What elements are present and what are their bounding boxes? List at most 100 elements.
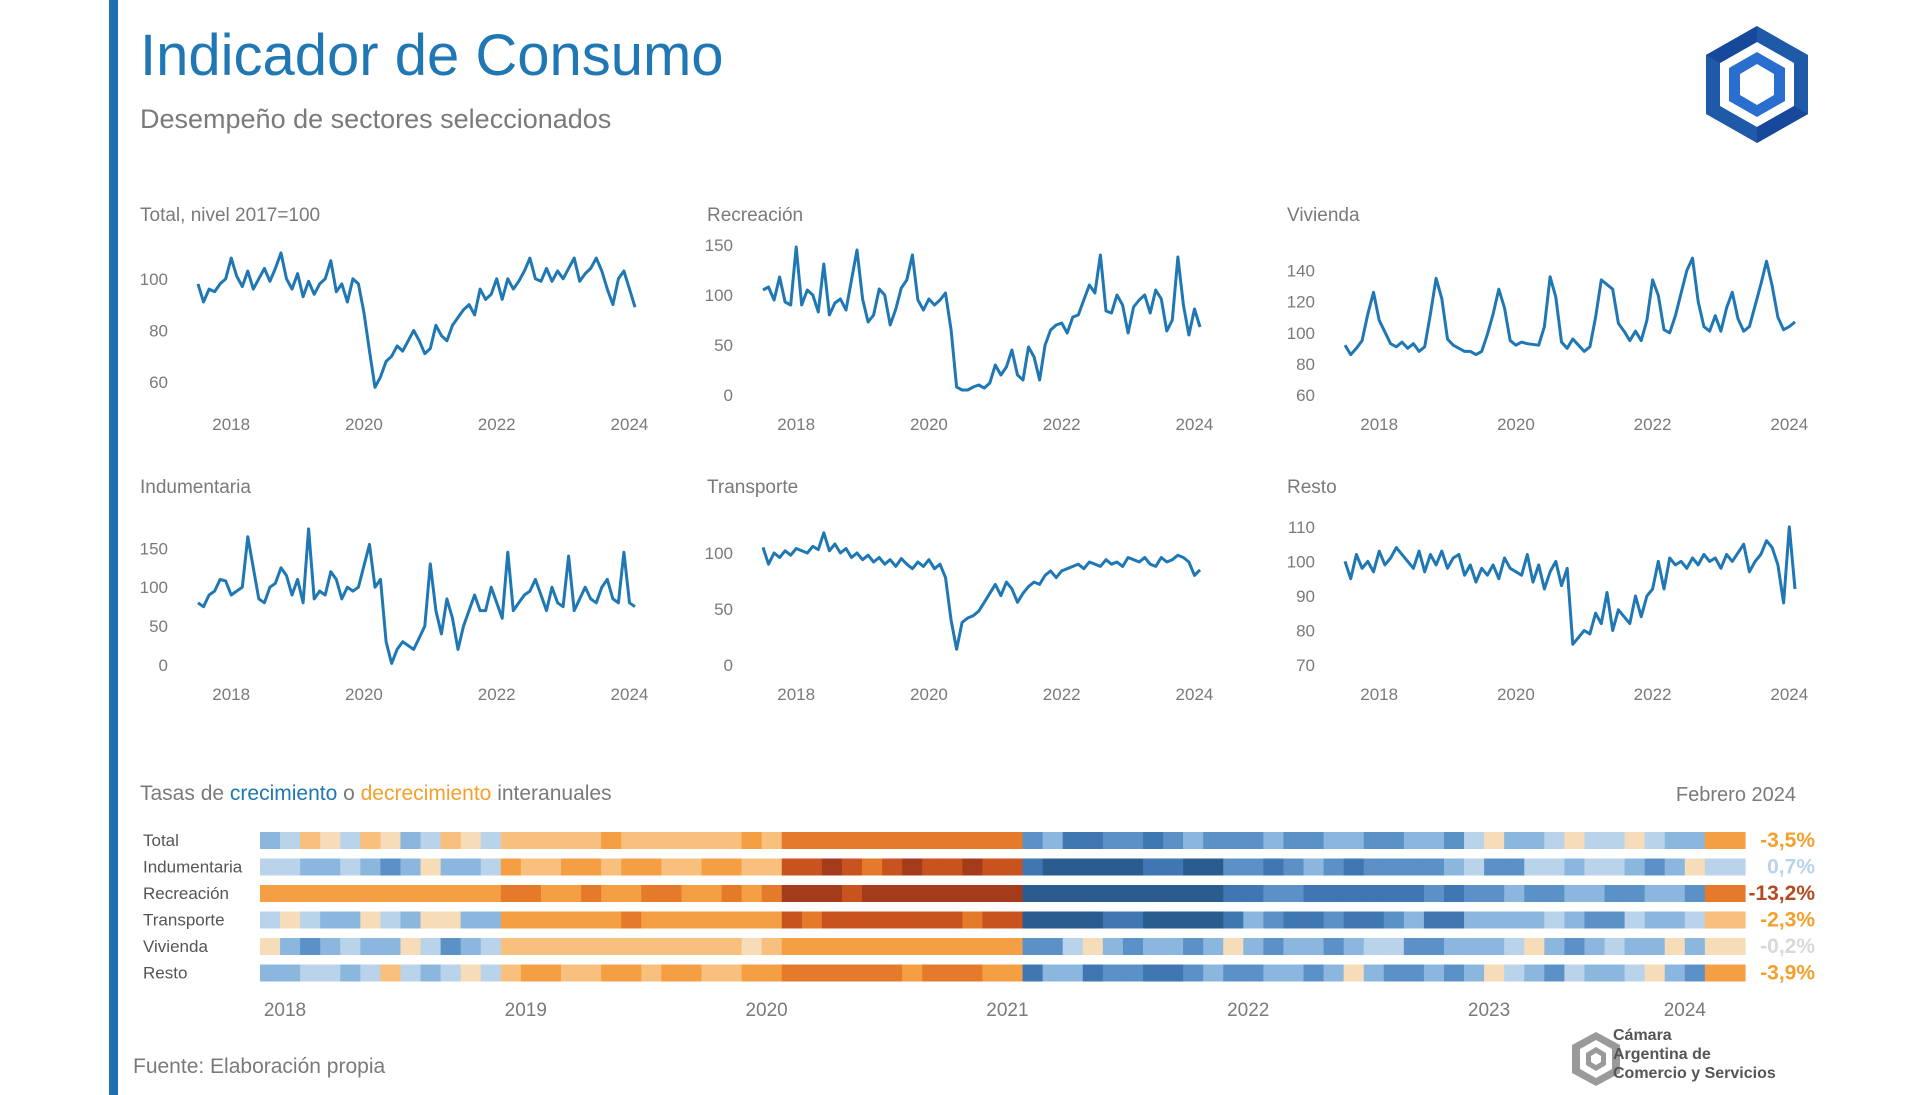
heatmap-cell	[1203, 858, 1224, 876]
heatmap-cell	[781, 832, 803, 849]
heatmap-cell	[801, 964, 823, 982]
x-tick-label: 2022	[478, 685, 516, 704]
heatmap-cell	[701, 885, 723, 902]
heatmap-cell	[1684, 885, 1706, 902]
x-tick-label: 2018	[1360, 415, 1398, 434]
heatmap-cell	[761, 911, 783, 929]
heatmap-year-label: 2021	[986, 1000, 1028, 1020]
heatmap-cell	[1524, 938, 1545, 955]
heatmap-cell	[1664, 858, 1686, 876]
heatmap-cell	[1303, 911, 1325, 929]
heatmap-cell	[380, 832, 402, 849]
heatmap-cell	[621, 964, 642, 982]
heatmap-cell	[982, 885, 1004, 902]
heatmap-cell	[500, 911, 522, 929]
heatmap-cell	[1724, 964, 1746, 982]
heatmap-cell	[1203, 964, 1224, 982]
heatmap-cell	[661, 964, 683, 982]
heatmap-cell	[1724, 938, 1746, 955]
y-tick-label: 0	[724, 386, 733, 405]
heatmap-cell	[360, 885, 382, 902]
heatmap-cell	[1263, 832, 1285, 849]
y-tick-label: 50	[714, 336, 733, 355]
heatmap-title-prefix: Tasas de	[140, 782, 230, 805]
heatmap-row-label: Transporte	[143, 911, 225, 930]
heatmap-cell	[1002, 858, 1024, 876]
y-tick-label: 150	[705, 236, 733, 255]
y-tick-label: 100	[1287, 324, 1315, 343]
heatmap-cell	[1323, 832, 1345, 849]
heatmap-cell	[1464, 832, 1485, 849]
y-tick-label: 150	[140, 539, 168, 558]
y-tick-label: 140	[1287, 262, 1315, 281]
heatmap-cell	[1122, 885, 1144, 902]
heatmap-cell	[1644, 858, 1666, 876]
heatmap-cell	[1002, 832, 1024, 849]
y-tick-label: 90	[1296, 587, 1315, 606]
heatmap-cell	[460, 858, 482, 876]
heatmap-cell	[1724, 911, 1746, 929]
heatmap-cell	[1343, 885, 1365, 902]
heatmap-cell	[761, 938, 783, 955]
heatmap-cell	[1684, 964, 1706, 982]
y-tick-label: 50	[149, 617, 168, 636]
heatmap-cell	[781, 885, 803, 902]
heatmap-cell	[1423, 938, 1445, 955]
heatmap-cell	[1664, 964, 1686, 982]
org-line1: Cámara	[1613, 1027, 1672, 1044]
heatmap-cell	[1142, 964, 1164, 982]
heatmap-cell	[1644, 938, 1666, 955]
heatmap-cell	[621, 938, 642, 955]
heatmap-cell	[1102, 938, 1124, 955]
heatmap-cell	[260, 858, 281, 876]
y-tick-label: 100	[1287, 552, 1315, 571]
heatmap-row-label: Indumentaria	[143, 858, 243, 877]
heatmap-cell	[1163, 964, 1184, 982]
heatmap-cell	[1564, 938, 1586, 955]
heatmap-cell	[621, 885, 642, 902]
heatmap-cell	[300, 938, 321, 955]
heatmap-cell	[701, 964, 723, 982]
heatmap-cell	[260, 832, 281, 849]
heatmap-cell	[882, 911, 903, 929]
heatmap-cell	[982, 832, 1004, 849]
y-tick-label: 60	[149, 373, 168, 392]
heatmap-cell	[1624, 832, 1646, 849]
heatmap-cell	[300, 964, 321, 982]
heatmap-cell	[1584, 858, 1606, 876]
heatmap-cell	[841, 938, 863, 955]
heatmap-cell	[561, 964, 582, 982]
panel-title-indumentaria: Indumentaria	[140, 477, 251, 498]
heatmap-cell	[1323, 885, 1345, 902]
heatmap-cell	[821, 832, 843, 849]
heatmap-cell	[641, 832, 662, 849]
heatmap-cell	[1443, 832, 1465, 849]
heatmap-cell	[942, 911, 963, 929]
heatmap-cell	[360, 858, 382, 876]
heatmap-cell	[1564, 832, 1586, 849]
heatmap-cell	[1022, 885, 1044, 902]
heatmap-date: Febrero 2024	[1675, 784, 1796, 806]
x-tick-label: 2024	[1770, 415, 1808, 434]
heatmap-year-label: 2019	[505, 1000, 547, 1020]
x-tick-label: 2022	[1043, 685, 1081, 704]
heatmap-cell	[741, 885, 763, 902]
heatmap-cell	[480, 911, 502, 929]
heatmap-cell	[641, 885, 662, 902]
heatmap-cell	[862, 885, 883, 902]
x-tick-label: 2024	[1176, 415, 1214, 434]
heatmap: Total -3,5% Indumentaria 0,7% Recreación -13,…	[143, 829, 1815, 1020]
heatmap-cell	[1082, 964, 1104, 982]
heatmap-cell	[1664, 911, 1686, 929]
x-tick-label: 2024	[611, 685, 649, 704]
heatmap-cell	[801, 938, 823, 955]
heatmap-cell	[1163, 858, 1184, 876]
heatmap-cell	[601, 832, 622, 849]
heatmap-cell	[902, 858, 923, 876]
heatmap-cell	[1544, 938, 1565, 955]
heatmap-cell	[761, 885, 783, 902]
heatmap-cell	[1243, 911, 1264, 929]
heatmap-cell	[360, 938, 382, 955]
series-line-transporte	[761, 531, 1202, 651]
x-tick-label: 2018	[777, 685, 815, 704]
